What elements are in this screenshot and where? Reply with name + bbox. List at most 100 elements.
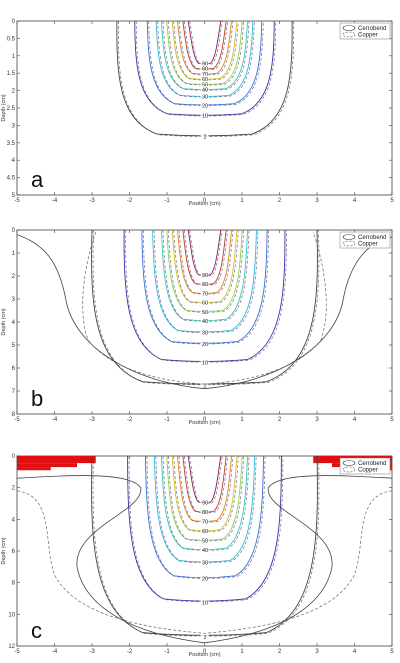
x-tick-label: -2 — [127, 649, 133, 655]
chart-a: -5 -4 -3 -2 -1 0 1 2 3 4 500.511.522.533.544.55Pos… — [1, 19, 394, 207]
contour-label: 30 — [202, 95, 208, 101]
contour-label-bg — [200, 80, 209, 87]
contour-label-bg — [200, 508, 209, 515]
contour-label: 2 — [203, 635, 206, 641]
contour-label: 50 — [202, 310, 208, 316]
contour-label-bg — [200, 299, 209, 306]
contour-label: 2 — [203, 383, 206, 389]
outer-isodose-copper — [16, 490, 393, 634]
contour-label-bg — [200, 70, 209, 77]
y-tick-label: 2.5 — [7, 106, 16, 112]
contour-label: 20 — [202, 103, 208, 109]
contour-label-bg — [200, 101, 209, 108]
contour-label-bg — [200, 329, 209, 335]
contour-label-bg — [200, 598, 209, 605]
contour-label-bg — [200, 317, 209, 324]
x-tick-label: 2 — [278, 417, 282, 423]
x-tick-label: 5 — [390, 198, 394, 204]
contour-copper — [162, 455, 250, 551]
contour-label: 90 — [202, 62, 208, 68]
y-tick-label: 1.5 — [7, 71, 16, 77]
legend-swatch-cerrobend — [342, 25, 356, 31]
contour-label: 30 — [202, 331, 208, 337]
x-tick-label: 3 — [315, 417, 319, 423]
x-axis-label: Position (cm) — [188, 420, 220, 426]
y-tick-label: 12 — [8, 644, 15, 650]
legend-box — [339, 457, 391, 475]
x-tick-label: 5 — [390, 417, 394, 423]
x-axis-label: Position (cm) — [188, 201, 220, 207]
contour-label: 40 — [202, 88, 208, 94]
contour-label-bg — [200, 381, 209, 388]
panel-label: b — [31, 386, 43, 411]
contour-label: 90 — [202, 273, 208, 279]
legend-swatch-copper — [342, 466, 356, 473]
y-tick-label: 2 — [12, 89, 16, 95]
contour-copper — [153, 229, 259, 334]
plot-area — [16, 20, 393, 196]
contour-label-bg — [200, 271, 209, 278]
x-tick-label: -1 — [164, 417, 170, 423]
shield-block-left — [17, 463, 77, 468]
legend-label-cerrobend: Cerrobend — [358, 461, 386, 467]
outer-isodose-cerrobend — [16, 234, 393, 390]
contour-label-bg — [200, 537, 209, 543]
contour-label: 40 — [202, 548, 208, 554]
contour-label: 10 — [202, 114, 208, 120]
legend-box — [339, 231, 391, 249]
legend-label-cerrobend: Cerrobend — [358, 235, 386, 241]
contour-label: 10 — [202, 600, 208, 606]
contour-label: 90 — [202, 501, 208, 507]
y-tick-label: 0 — [12, 228, 16, 234]
x-tick-label: -2 — [127, 417, 133, 423]
y-tick-label: 7 — [12, 389, 16, 395]
contour-label-bg — [200, 499, 209, 505]
shield-block-left — [17, 456, 96, 464]
x-axis-label: Position (cm) — [188, 652, 220, 658]
x-tick-label: -4 — [52, 198, 58, 204]
x-tick-label: -1 — [164, 649, 170, 655]
contour-label-bg — [200, 60, 209, 66]
x-tick-label: 2 — [278, 649, 282, 655]
x-tick-label: -4 — [52, 649, 58, 655]
x-tick-label: -1 — [164, 198, 170, 204]
y-tick-label: 8 — [12, 412, 16, 418]
contour-label-bg — [200, 65, 209, 72]
x-tick-label: -3 — [89, 649, 95, 655]
y-tick-label: 3 — [12, 297, 16, 303]
contour-copper — [173, 455, 239, 532]
outer-isodose-cerrobend — [16, 475, 393, 644]
contour-label: 20 — [202, 577, 208, 583]
contour-label: 70 — [202, 72, 208, 78]
y-tick-label: 4 — [12, 517, 16, 523]
contour-label: 70 — [202, 520, 208, 526]
y-tick-label: 3 — [12, 123, 16, 129]
contour-label: 50 — [202, 82, 208, 88]
y-tick-label: 4 — [12, 158, 16, 164]
contour-label-bg — [200, 559, 209, 566]
x-tick-label: 1 — [240, 649, 244, 655]
legend-label-copper: Copper — [358, 468, 378, 474]
panel-label: c — [31, 618, 42, 643]
y-tick-label: 0 — [12, 454, 16, 460]
contour-label-bg — [200, 289, 209, 296]
contour-label: 2 — [203, 135, 206, 141]
contour-label-bg — [200, 308, 209, 315]
outer-isodose-copper — [82, 232, 327, 385]
y-tick-label: 2 — [12, 486, 16, 492]
contour-label-bg — [200, 112, 209, 119]
y-tick-label: 8 — [12, 581, 16, 587]
contour-copper — [183, 20, 229, 71]
y-axis-label: Depth (cm) — [1, 537, 7, 564]
x-tick-label: 0 — [203, 649, 207, 655]
y-tick-label: 6 — [12, 366, 16, 372]
x-tick-label: 1 — [240, 417, 244, 423]
y-tick-label: 4 — [12, 320, 16, 326]
legend-label-copper: Copper — [358, 242, 378, 248]
y-tick-label: 2 — [12, 274, 16, 280]
y-tick-label: 3.5 — [7, 141, 16, 147]
x-tick-label: -3 — [89, 417, 95, 423]
legend-label-copper: Copper — [358, 33, 378, 39]
